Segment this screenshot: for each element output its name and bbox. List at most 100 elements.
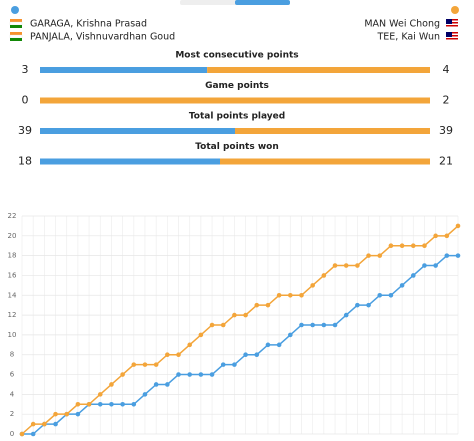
stat-bar-team2	[235, 128, 430, 134]
data-point	[109, 382, 114, 387]
data-point	[332, 322, 338, 328]
data-point	[265, 342, 271, 348]
data-point	[220, 322, 226, 328]
stat-title: Total points played	[189, 112, 285, 122]
data-point	[176, 352, 181, 358]
data-point	[30, 431, 36, 437]
data-point	[254, 352, 260, 358]
data-point	[153, 382, 159, 387]
data-point	[343, 312, 349, 318]
stat-bar-team2	[220, 158, 430, 165]
data-point	[410, 243, 416, 249]
data-point	[321, 273, 327, 278]
data-point	[75, 411, 81, 417]
series-line	[21, 225, 459, 435]
data-point	[388, 243, 394, 249]
data-point	[276, 292, 282, 298]
data-point	[75, 401, 81, 407]
data-point	[97, 401, 103, 407]
team2-dot	[451, 6, 459, 14]
data-point	[120, 372, 125, 377]
stat-title: Game points	[205, 81, 269, 91]
y-tick-label: 4	[10, 390, 15, 398]
data-point	[153, 362, 159, 367]
y-tick-label: 0	[10, 430, 14, 438]
flag-india	[9, 19, 23, 41]
stat-bar-team1	[40, 128, 235, 134]
stat-title: Most consecutive points	[175, 51, 298, 61]
data-point	[30, 421, 36, 427]
y-tick-label: 16	[8, 271, 17, 279]
data-point	[422, 263, 427, 268]
data-point	[198, 332, 204, 338]
data-point	[53, 421, 58, 427]
stat-value: 2	[443, 94, 450, 107]
y-tick-label: 20	[8, 232, 17, 240]
data-point	[209, 322, 215, 328]
data-point	[97, 392, 103, 397]
data-point	[209, 372, 215, 377]
data-point	[142, 392, 148, 397]
y-tick-label: 18	[8, 252, 17, 260]
data-point	[109, 401, 114, 407]
stat-value: 0	[22, 94, 29, 107]
tab-active[interactable]	[235, 0, 290, 5]
data-point	[86, 401, 92, 407]
stat-value: 21	[439, 155, 453, 168]
stat-bar-team2	[207, 67, 430, 73]
data-point	[19, 431, 25, 437]
stat-value: 39	[18, 124, 32, 137]
data-point	[433, 263, 438, 268]
data-point	[410, 273, 416, 278]
data-point	[131, 401, 137, 407]
data-point	[366, 302, 371, 308]
data-point	[377, 253, 383, 258]
y-tick-label: 14	[8, 291, 17, 299]
player-name: MAN Wei Chong	[364, 19, 440, 30]
data-point	[310, 322, 315, 328]
data-point	[165, 382, 170, 387]
data-point	[265, 302, 271, 308]
data-point	[388, 292, 394, 298]
y-tick-label: 8	[10, 351, 14, 359]
data-point	[366, 253, 371, 258]
data-point	[64, 411, 70, 417]
team1-dot	[11, 6, 19, 14]
data-point	[254, 302, 260, 308]
player-name: TEE, Kai Wun	[377, 32, 441, 43]
data-point	[455, 223, 461, 229]
data-point	[232, 362, 237, 367]
y-tick-label: 6	[10, 371, 15, 379]
stat-bar-team2	[40, 97, 430, 104]
data-point	[332, 263, 338, 268]
player-name: PANJALA, Vishnuvardhan Goud	[30, 32, 175, 43]
data-point	[243, 312, 248, 318]
data-point	[276, 342, 282, 348]
data-point	[243, 352, 248, 358]
y-tick-label: 10	[8, 331, 17, 339]
stat-value: 18	[18, 155, 32, 168]
data-point	[444, 253, 450, 258]
player-name: GARAGA, Krishna Prasad	[30, 19, 147, 30]
data-point	[422, 243, 427, 249]
data-point	[399, 243, 405, 249]
stat-value: 4	[443, 63, 450, 76]
data-point	[355, 302, 360, 308]
data-point	[288, 332, 293, 338]
data-point	[165, 352, 170, 358]
stat-bar-team1	[40, 67, 208, 73]
data-point	[120, 401, 125, 407]
data-point	[355, 263, 360, 268]
data-point	[220, 362, 226, 367]
series-line	[22, 254, 458, 435]
y-tick-label: 2	[10, 410, 14, 418]
data-point	[131, 362, 137, 367]
data-point	[187, 342, 192, 348]
data-point	[433, 233, 438, 239]
data-point	[53, 411, 58, 417]
stat-bar-team1	[40, 158, 220, 165]
data-point	[455, 253, 461, 258]
data-point	[288, 292, 293, 298]
data-point	[42, 421, 47, 427]
